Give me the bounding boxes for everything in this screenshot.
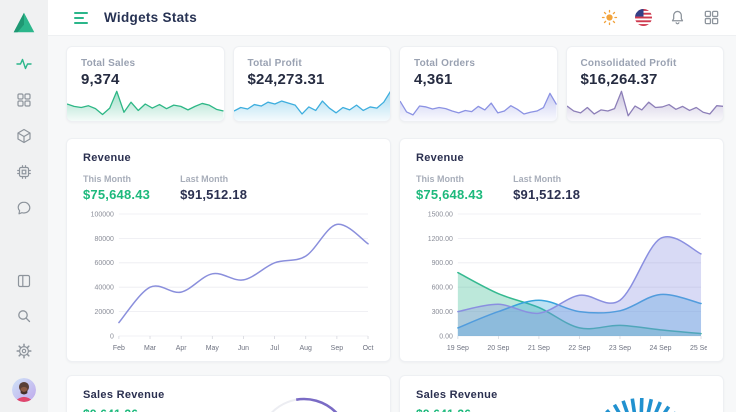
svg-text:20 Sep: 20 Sep	[487, 345, 509, 352]
card-title: Sales Revenue	[416, 389, 498, 401]
card-title: Revenue	[416, 152, 464, 164]
sales-revenue-card-ticks: Sales Revenue $9,641.26	[399, 375, 724, 412]
stat-card-total-profit: Total Profit $24,273.31	[232, 46, 391, 122]
avatar-image	[12, 378, 36, 402]
sidebar-item-chat-icon[interactable]	[16, 200, 32, 216]
this-month-value: $75,648.43	[416, 187, 484, 202]
svg-text:40000: 40000	[95, 285, 114, 292]
stat-card-consolidated-profit: Consolidated Profit $16,264.37	[565, 46, 724, 122]
sales-revenue-value: $9,641.26	[83, 407, 374, 412]
svg-text:Jul: Jul	[270, 345, 279, 352]
svg-text:100000: 100000	[91, 211, 114, 218]
svg-text:20000: 20000	[95, 309, 114, 316]
stat-label: Total Sales	[81, 58, 136, 69]
this-month-label: This Month	[83, 174, 131, 184]
svg-text:21 Sep: 21 Sep	[528, 345, 550, 352]
svg-text:80000: 80000	[95, 236, 114, 243]
revenue-summary: This Month $75,648.43 Last Month $91,512…	[83, 174, 374, 202]
sidebar-item-package-icon[interactable]	[16, 128, 32, 144]
sidebar-item-activity-icon[interactable]	[16, 56, 32, 72]
svg-text:600.00: 600.00	[432, 285, 453, 292]
stat-value: 9,374	[81, 71, 120, 88]
svg-text:Mar: Mar	[144, 345, 157, 352]
apps-grid-icon[interactable]	[703, 9, 720, 26]
svg-text:May: May	[206, 345, 220, 352]
revenue-card-daily: Revenue This Month $75,648.43 Last Month…	[399, 138, 724, 362]
sidebar-item-layout-icon[interactable]	[16, 273, 32, 289]
svg-text:Jun: Jun	[238, 345, 249, 352]
revenue-area-chart: 0.00 300.00 600.00 900.00 1200.00 1500.00 19 S…	[428, 211, 707, 352]
svg-text:300.00: 300.00	[432, 309, 453, 316]
svg-text:23 Sep: 23 Sep	[609, 345, 631, 352]
sales-revenue-card-donut: Sales Revenue $9,641.26	[66, 375, 391, 412]
header-actions	[601, 9, 720, 26]
svg-text:Sep: Sep	[331, 345, 344, 352]
tick-gauge-chart	[605, 397, 676, 412]
stat-label: Total Profit	[247, 58, 302, 69]
svg-text:0: 0	[110, 333, 114, 340]
svg-text:24 Sep: 24 Sep	[649, 345, 671, 352]
last-month-value: $91,512.18	[180, 187, 248, 202]
revenue-card-monthly: Revenue This Month $75,648.43 Last Month…	[66, 138, 391, 362]
svg-text:19 Sep: 19 Sep	[447, 345, 469, 352]
stat-value: $24,273.31	[247, 71, 325, 88]
sales-revenue-row: Sales Revenue $9,641.26 Sales Revenue $9…	[66, 375, 724, 412]
top-header: Widgets Stats	[48, 0, 736, 36]
stat-card-total-orders: Total Orders 4,361	[399, 46, 558, 122]
this-month-block: This Month $75,648.43	[83, 174, 150, 202]
sidebar	[0, 0, 48, 412]
page-title: Widgets Stats	[104, 10, 198, 25]
stat-card-total-sales: Total Sales 9,374	[66, 46, 225, 122]
this-month-label: This Month	[416, 174, 464, 184]
last-month-block: Last Month $91,512.18	[513, 174, 580, 202]
sparkline-chart	[400, 87, 557, 121]
sidebar-item-cpu-icon[interactable]	[16, 164, 32, 180]
language-flag-us-icon[interactable]	[635, 9, 652, 26]
card-title: Sales Revenue	[83, 389, 165, 401]
revenue-line-chart: 0 20000 40000 60000 80000 100000 Feb Mar Apr May J…	[91, 211, 374, 352]
svg-text:Apr: Apr	[176, 345, 188, 352]
sidebar-item-dashboard-icon[interactable]	[16, 92, 32, 108]
sparkline-chart	[566, 87, 723, 121]
revenue-summary: This Month $75,648.43 Last Month $91,512…	[416, 174, 707, 202]
menu-hamburger-icon[interactable]	[74, 11, 88, 24]
svg-text:900.00: 900.00	[432, 260, 453, 267]
last-month-label: Last Month	[180, 174, 229, 184]
this-month-value: $75,648.43	[83, 187, 151, 202]
user-avatar[interactable]	[12, 378, 36, 402]
svg-text:60000: 60000	[95, 260, 114, 267]
svg-text:Feb: Feb	[113, 345, 125, 352]
svg-text:25 Sep: 25 Sep	[690, 345, 707, 352]
sparkline-chart	[67, 87, 224, 121]
stats-row: Total Sales 9,374 Total Profit $24,273.3…	[66, 46, 724, 122]
sidebar-bottom-nav	[12, 273, 36, 402]
sidebar-item-search-icon[interactable]	[16, 308, 32, 324]
svg-text:Oct: Oct	[363, 345, 374, 352]
stat-label: Consolidated Profit	[580, 58, 677, 69]
sidebar-nav	[16, 56, 32, 216]
sales-revenue-value: $9,641.26	[416, 407, 707, 412]
donut-gauge-chart	[270, 397, 338, 412]
this-month-block: This Month $75,648.43	[416, 174, 483, 202]
stat-label: Total Orders	[414, 58, 476, 69]
sparkline-chart	[233, 87, 390, 121]
app-logo-icon[interactable]	[11, 10, 37, 36]
svg-text:0.00: 0.00	[439, 333, 453, 340]
revenue-charts-row: Revenue This Month $75,648.43 Last Month…	[66, 138, 724, 362]
notifications-bell-icon[interactable]	[669, 9, 686, 26]
main-content: Total Sales 9,374 Total Profit $24,273.3…	[48, 36, 736, 412]
svg-text:Aug: Aug	[300, 345, 313, 352]
svg-text:22 Sep: 22 Sep	[568, 345, 590, 352]
stat-value: 4,361	[414, 71, 453, 88]
last-month-label: Last Month	[513, 174, 562, 184]
last-month-block: Last Month $91,512.18	[180, 174, 247, 202]
sidebar-item-settings-gear-icon[interactable]	[16, 343, 32, 359]
stat-value: $16,264.37	[580, 71, 658, 88]
svg-text:1500.00: 1500.00	[428, 211, 453, 218]
last-month-value: $91,512.18	[513, 187, 581, 202]
card-title: Revenue	[83, 152, 131, 164]
theme-sun-icon[interactable]	[601, 9, 618, 26]
svg-text:1200.00: 1200.00	[428, 236, 453, 243]
